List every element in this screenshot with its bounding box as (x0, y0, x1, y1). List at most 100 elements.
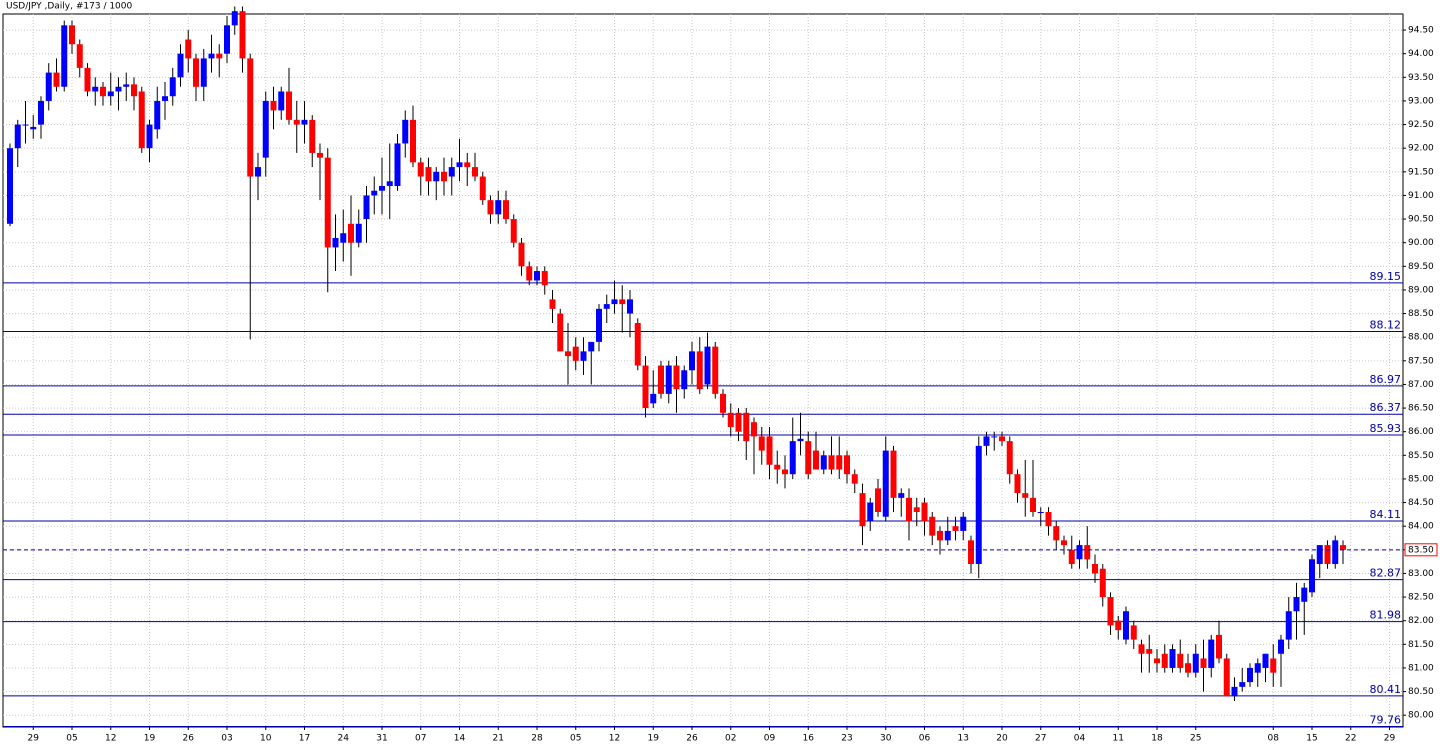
candle-body (898, 493, 905, 498)
candle-body (1324, 545, 1331, 564)
candle-body (944, 530, 951, 541)
plot-frame (2, 13, 1404, 728)
candle-body (1332, 540, 1339, 564)
x-tick-label: 12 (105, 734, 116, 744)
candle-body (448, 167, 455, 177)
candle-body (534, 271, 540, 281)
level-label: 84.11 (1370, 508, 1402, 521)
x-tick-label: 27 (1035, 734, 1046, 744)
y-tick-label: 92.50 (1408, 120, 1434, 130)
y-tick-label: 83.00 (1408, 569, 1434, 579)
candle-body (1115, 620, 1122, 631)
candle-body (355, 223, 362, 243)
y-tick-label: 86.50 (1408, 404, 1434, 414)
candle-body (634, 323, 641, 366)
current-price-box (1404, 543, 1438, 557)
x-tick-label: 03 (221, 734, 232, 744)
candle-body (1123, 611, 1129, 640)
x-tick-label: 11 (1113, 734, 1124, 744)
y-tick-label: 88.00 (1408, 333, 1434, 343)
candle-body (782, 469, 788, 475)
candle-body (371, 190, 378, 196)
candle-body (766, 436, 773, 465)
candle-body (1293, 597, 1300, 612)
candle-body (417, 162, 424, 177)
y-tick-label: 81.00 (1408, 663, 1434, 673)
candle-body (1216, 634, 1222, 659)
candle-body (1208, 639, 1215, 668)
x-tick-label: 21 (493, 734, 504, 744)
x-tick-label: 23 (841, 734, 852, 744)
candle-body (1022, 493, 1029, 498)
candle-body (1130, 625, 1137, 640)
x-tick-label: 05 (570, 734, 581, 744)
x-tick-label: 12 (609, 734, 620, 744)
candle-body (820, 455, 827, 470)
y-tick-label: 84.50 (1408, 498, 1434, 508)
candle-body (712, 346, 719, 394)
candle-body (61, 25, 68, 87)
candle-body (324, 157, 331, 248)
y-tick-label: 92.00 (1408, 144, 1434, 154)
y-tick-label: 91.00 (1408, 191, 1434, 201)
candle-body (642, 365, 649, 409)
candle-body (107, 91, 114, 97)
candle-body (14, 124, 21, 149)
x-tick-label: 16 (803, 734, 815, 744)
x-tick-label: 06 (919, 734, 931, 744)
candle-body (402, 119, 409, 144)
candle-body (1030, 497, 1036, 513)
x-tick-label: 19 (144, 734, 156, 744)
y-tick-label: 84.00 (1408, 522, 1434, 532)
candle-body (69, 25, 75, 45)
candle-body (1285, 611, 1292, 640)
candle-body (1223, 658, 1230, 697)
candle-body (348, 223, 354, 243)
x-tick-label: 04 (1074, 734, 1086, 744)
candle-body (1014, 474, 1021, 494)
candle-body (495, 200, 502, 215)
x-tick-label: 18 (1151, 734, 1163, 744)
candle-body (875, 488, 881, 513)
x-tick-label: 02 (725, 734, 736, 744)
y-tick-label: 89.00 (1408, 285, 1434, 295)
candle-body (123, 84, 130, 87)
candle-body (379, 185, 385, 191)
candle-body (1037, 512, 1044, 514)
candle-body (572, 346, 579, 361)
candle-body (22, 124, 29, 126)
candle-body (1092, 563, 1098, 574)
y-tick-label: 87.50 (1408, 356, 1434, 366)
candle-body (1169, 649, 1176, 668)
candle-body (580, 351, 587, 361)
candle-body (890, 450, 897, 498)
x-tick-label: 31 (376, 734, 387, 744)
candle-body (596, 308, 602, 342)
level-label: 86.37 (1370, 401, 1402, 414)
candle-body (774, 464, 781, 470)
x-tick-label: 19 (648, 734, 660, 744)
candle-body (7, 148, 13, 224)
candle-body (650, 393, 657, 404)
candle-body (286, 91, 292, 120)
y-tick-label: 80.50 (1408, 687, 1434, 697)
candle-body (30, 126, 37, 130)
candle-body (1316, 545, 1323, 564)
candle-body (433, 171, 440, 182)
x-tick-label: 17 (299, 734, 310, 744)
candle-body (317, 152, 323, 158)
x-tick-label: 26 (183, 734, 195, 744)
candle-body (1161, 653, 1168, 668)
y-tick-label: 91.50 (1408, 167, 1434, 177)
candle-body (937, 530, 943, 541)
candle-body (658, 365, 664, 394)
candle-body (216, 53, 223, 59)
x-tick-label: 30 (880, 734, 892, 744)
candle-body (394, 143, 401, 186)
candle-body (813, 450, 819, 470)
x-tick-label: 15 (1306, 734, 1317, 744)
candle-body (1146, 649, 1153, 654)
candle-body (603, 304, 610, 309)
candle-body (247, 58, 254, 177)
candle-body (270, 100, 277, 111)
